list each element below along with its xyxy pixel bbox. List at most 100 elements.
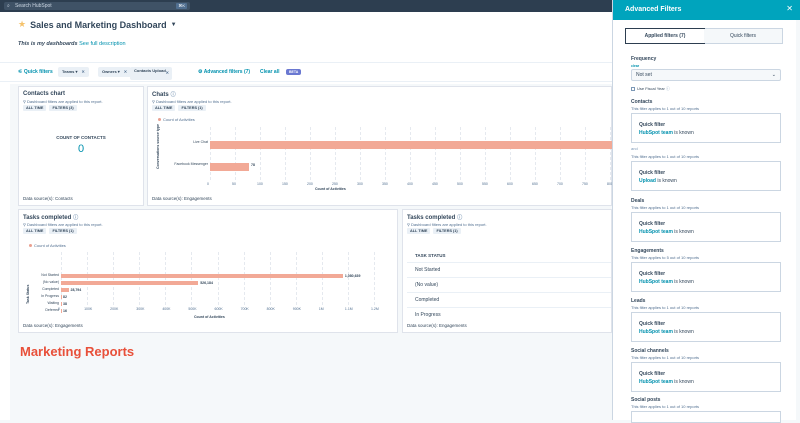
filter-chip-teams[interactable]: Teams ▾ ✕ [58,67,89,77]
filter-box-engagements[interactable]: Quick filter HubSpot team is known [631,262,781,292]
table-row[interactable]: (No value) [415,282,439,288]
dashboard-filter-note: ⚲ Dashboard filters are applied to this … [23,99,103,104]
filter-note-text: Dashboard filters are applied to this re… [156,99,232,104]
info-icon[interactable]: ⓘ [73,215,79,221]
star-icon[interactable]: ★ [18,19,27,29]
panel-header: Advanced Filters ✕ [613,0,800,20]
x-tick-label: 100 [257,182,263,186]
table-row[interactable]: Completed [415,297,440,303]
y-tick-label: Facebook Messenger [174,162,208,166]
tab-quick-filters[interactable]: Quick filters [704,29,782,43]
report-card-tasks-completed-chart[interactable]: Tasks completed ⓘ ⚲ Dashboard filters are… [18,209,398,333]
filter-box-leads[interactable]: Quick filter HubSpot team is known [631,312,781,342]
legend-swatch [158,118,161,121]
dashboard-description: This is my dashboards See full descripti… [18,41,126,47]
tag-filters[interactable]: FILTERS (1) [178,105,206,111]
bar-completed[interactable] [61,288,69,292]
tag-filters[interactable]: FILTERS (1) [433,228,461,234]
advanced-filters-button[interactable]: ⚙ Advanced filters (7) [198,69,250,75]
filter-operator: is known [672,130,694,136]
tag-all-time[interactable]: ALL TIME [23,228,47,234]
y-tick-label: Live Chat [193,140,208,144]
bar-waiting[interactable] [61,302,62,306]
report-card-contacts-chart[interactable]: Contacts chart ⚲ Dashboard filters are a… [18,86,144,206]
x-tick-label: 1.2M [371,307,379,311]
close-icon[interactable]: ✕ [123,69,128,74]
count-label: COUNT OF CONTACTS [56,135,106,140]
tag-all-time[interactable]: ALL TIME [407,228,431,234]
filter-box-upload[interactable]: Quick filter Upload is known [631,161,781,191]
checkbox-box[interactable] [631,86,635,91]
fiscal-year-checkbox[interactable]: Use Fiscal Year ⓘ [631,86,670,92]
page-title[interactable]: Sales and Marketing Dashboard [30,19,167,30]
see-full-description-link[interactable]: See full description [79,41,126,47]
count-value[interactable]: 0 [77,143,85,155]
close-icon[interactable]: ✕ [81,69,85,74]
filter-note-icon: ⚲ [23,99,28,104]
panel-scrollbar[interactable] [796,20,800,420]
bar-live-chat[interactable] [210,141,612,149]
grid-line [347,252,349,305]
tag-filters[interactable]: FILTERS (1) [49,228,77,234]
quick-filters-button[interactable]: ⚟ Quick filters [18,69,53,75]
filter-chip-owners[interactable]: Owners ▾ ✕ [98,67,132,77]
x-tick-label: 750 [582,182,588,186]
table-row[interactable]: Not Started [415,267,441,273]
card-title-text: Chats [152,92,169,98]
report-card-tasks-completed-table[interactable]: Tasks completed ⓘ ⚲ Dashboard filters are… [402,209,612,333]
tag-all-time[interactable]: ALL TIME [152,105,176,111]
x-tick-label: 0 [58,307,60,311]
bar-not-started[interactable] [61,274,343,278]
y-tick-label: (No value) [42,280,59,284]
filter-operator: is known [672,329,694,335]
chevron-down-icon: ⌄ [771,72,776,78]
x-axis-label: Count of Activities [315,187,346,191]
report-card-chats[interactable]: Chats ⓘ ⚲ Dashboard filters are applied t… [147,86,613,206]
filter-note-icon: ⚲ [407,222,412,227]
filter-box-deals[interactable]: Quick filter HubSpot team is known [631,212,781,242]
filter-chip-contacts-upload[interactable]: Contacts Upload ✕ [130,67,172,80]
tag-all-time[interactable]: ALL TIME [23,105,47,111]
frequency-select[interactable]: Not set ⌄ [631,69,781,81]
filter-box-social-channels[interactable]: Quick filter HubSpot team is known [631,362,781,392]
info-icon[interactable]: ⓘ [457,215,463,221]
filter-box-contacts[interactable]: Quick filter HubSpot team is known [631,113,781,143]
section-applies-note: This filter applies to 1 out of 10 repor… [631,404,700,409]
x-tick-label: 700 [557,182,563,186]
data-source: Data source(s): Engagements [407,323,467,328]
bar-in-progress[interactable] [61,295,62,299]
clear-all-button[interactable]: Clear all [260,69,280,75]
legend-label: Count of Activities [34,243,66,248]
search-icon: ⌕ [7,3,10,9]
tag-filters[interactable]: FILTERS (3) [49,105,77,111]
grid-line [210,127,211,180]
table-header-task-status[interactable]: TASK STATUS [415,253,446,258]
info-icon[interactable]: ⓘ [665,86,670,91]
grid-line [535,127,536,180]
filter-box-social-posts[interactable] [631,411,781,423]
top-nav-bar: ⌕ Search HubSpot ⌘K [0,0,612,12]
tab-applied-filters[interactable]: Applied filters (7) [625,28,705,44]
grid-line [191,252,193,305]
chevron-down-icon[interactable]: ▼ [170,21,177,28]
filter-chip-label: Teams ▾ [62,69,78,74]
search-input[interactable]: ⌕ Search HubSpot ⌘K [4,2,190,10]
chart-legend[interactable]: Count of Activities [29,243,66,248]
frequency-value: Not set [636,72,652,78]
bar--no-value-[interactable] [61,281,199,285]
close-icon[interactable]: ✕ [786,4,793,13]
x-tick-label: 200K [110,307,119,311]
info-icon[interactable]: ⓘ [170,92,176,98]
close-icon[interactable]: ✕ [165,70,169,75]
grid-line [310,127,311,180]
x-tick-label: 500K [188,307,197,311]
card-title: Contacts chart [23,91,65,97]
y-tick-label: Waiting [47,301,59,305]
card-tags: ALL TIME FILTERS (3) [23,105,77,111]
bar-deferred[interactable] [61,309,62,313]
frequency-clear-link[interactable]: clear [631,64,640,68]
chart-legend[interactable]: Count of Activities [158,117,195,122]
bar-facebook-messenger[interactable] [210,163,249,171]
filter-box-value: HubSpot team is known [639,379,694,385]
table-row[interactable]: In Progress [415,312,441,318]
